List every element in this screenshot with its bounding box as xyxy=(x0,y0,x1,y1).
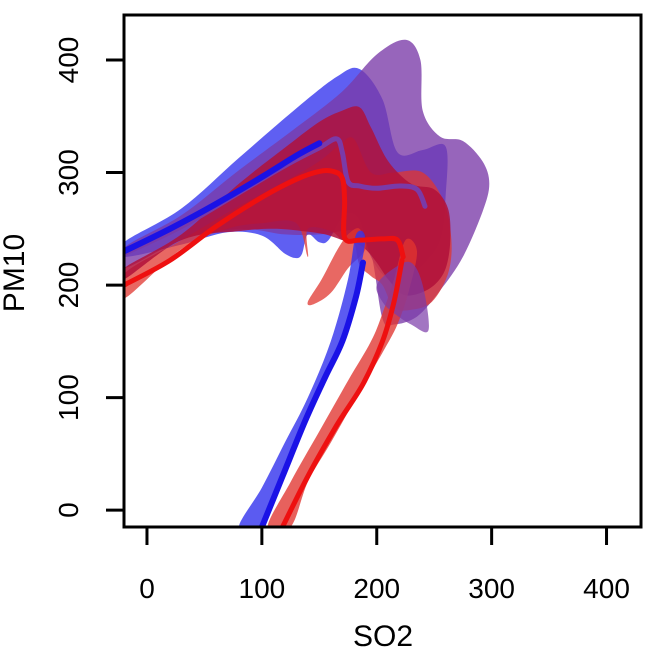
x-tick-label: 200 xyxy=(353,573,400,604)
confidence-band-4 xyxy=(307,228,366,306)
x-tick-label: 300 xyxy=(468,573,515,604)
series-layer xyxy=(124,39,490,527)
y-tick-label: 100 xyxy=(53,374,84,421)
x-tick-label: 400 xyxy=(583,573,630,604)
confidence-band-5 xyxy=(238,230,366,527)
y-tick-label: 300 xyxy=(53,149,84,196)
x-tick-label: 100 xyxy=(239,573,286,604)
y-tick-label: 400 xyxy=(53,37,84,84)
x-tick-label: 0 xyxy=(139,573,155,604)
fitted-curve-10 xyxy=(124,168,406,288)
confidence-band-3 xyxy=(124,106,451,296)
y-axis-title: PM10 xyxy=(0,234,31,312)
fitted-curve-11 xyxy=(258,259,366,527)
x-axis: 0 100 200 300 400 xyxy=(139,527,630,604)
y-tick-label: 0 xyxy=(53,502,84,518)
x-axis-title: SO2 xyxy=(353,620,413,653)
fitted-curve-12 xyxy=(280,257,405,527)
y-axis: 0 100 200 300 400 xyxy=(53,37,124,518)
fitted-curve-9 xyxy=(124,140,323,255)
y-tick-label: 200 xyxy=(53,262,84,309)
plot-frame xyxy=(122,13,643,529)
confidence-band-7 xyxy=(376,261,429,333)
